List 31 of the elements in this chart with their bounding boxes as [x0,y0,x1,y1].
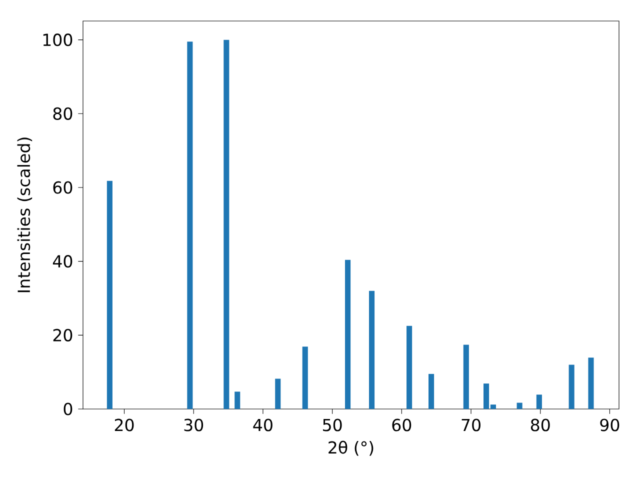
y-tick-label: 80 [53,107,72,120]
x-tick-label: 30 [184,418,204,432]
x-axis-title: 2θ (°) [328,440,374,456]
bar [345,260,351,409]
x-tick-label: 90 [600,418,620,432]
bar [406,326,412,409]
bar [234,392,240,409]
bar [463,344,469,409]
bar [106,180,112,409]
bar [224,40,230,409]
y-tick-label: 0 [64,402,72,416]
x-tick-label: 60 [392,418,412,432]
y-tick-label: 40 [52,255,72,268]
y-axis-title: Intensities (scaled) [17,138,32,292]
x-tick-label: 80 [530,418,550,432]
x-tick-label: 50 [323,418,342,432]
bar [568,364,574,409]
bar [187,42,193,409]
bar [369,290,375,409]
bar [275,378,281,409]
x-tick-label: 20 [114,418,134,432]
y-tick-label: 60 [53,181,72,194]
bar [536,394,542,409]
y-tick-label: 100 [43,34,72,46]
x-tick-label: 70 [462,418,480,432]
bar [588,358,594,409]
bar [516,402,522,409]
y-tick-label: 20 [53,328,72,342]
bar [302,346,308,409]
x-tick-label: 40 [253,418,272,432]
bar [428,374,434,409]
